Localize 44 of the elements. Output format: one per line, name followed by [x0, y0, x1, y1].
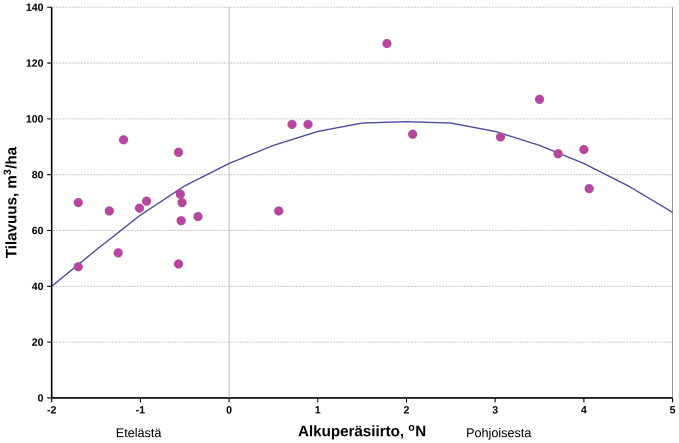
- point: [584, 184, 594, 194]
- point: [534, 94, 544, 104]
- point: [408, 129, 418, 139]
- y-tick-label: 40: [32, 282, 44, 290]
- point: [579, 144, 588, 154]
- point: [496, 132, 506, 142]
- point: [554, 149, 563, 158]
- point: [114, 248, 123, 258]
- x-tick-label: 5: [670, 406, 676, 414]
- x-tick-label: 0: [226, 406, 232, 414]
- y-tick-label: 80: [32, 170, 44, 178]
- point: [74, 262, 83, 272]
- x-tick-label: -1: [136, 406, 145, 414]
- text: Etelästä: [116, 428, 162, 438]
- y-tick-label: 120: [26, 59, 44, 67]
- x-tick-label: -2: [47, 406, 56, 414]
- point: [382, 38, 392, 48]
- y-tick-label: 100: [26, 115, 44, 122]
- x-tick-label: 1: [316, 406, 320, 414]
- point: [176, 216, 186, 226]
- x-tick-label: 4: [581, 406, 587, 414]
- point: [303, 120, 313, 129]
- point: [134, 203, 144, 213]
- x-tick-label: 3: [492, 406, 498, 414]
- x-tick-label: 2: [404, 406, 409, 414]
- y-tick-label: 60: [32, 226, 44, 234]
- point: [177, 198, 187, 208]
- point: [142, 196, 152, 206]
- y-axis-title: Tilavuus, m$^{3}$/ha: [4, 146, 19, 258]
- text: Pohjoisesta: [467, 428, 532, 440]
- point: [174, 148, 184, 157]
- point: [174, 259, 184, 268]
- point: [193, 212, 203, 222]
- point: [74, 198, 83, 208]
- point: [118, 135, 128, 144]
- line-series: [50, 120, 674, 287]
- point: [176, 189, 185, 199]
- y-tick-label: 20: [32, 338, 44, 346]
- point: [274, 206, 284, 216]
- y-tick-label: 0: [38, 394, 44, 402]
- point: [104, 206, 114, 216]
- point: [287, 120, 297, 129]
- x-axis-title: Alkuperäsiirto, $^{o}$N: [298, 424, 426, 440]
- y-tick-label: 140: [26, 3, 44, 11]
